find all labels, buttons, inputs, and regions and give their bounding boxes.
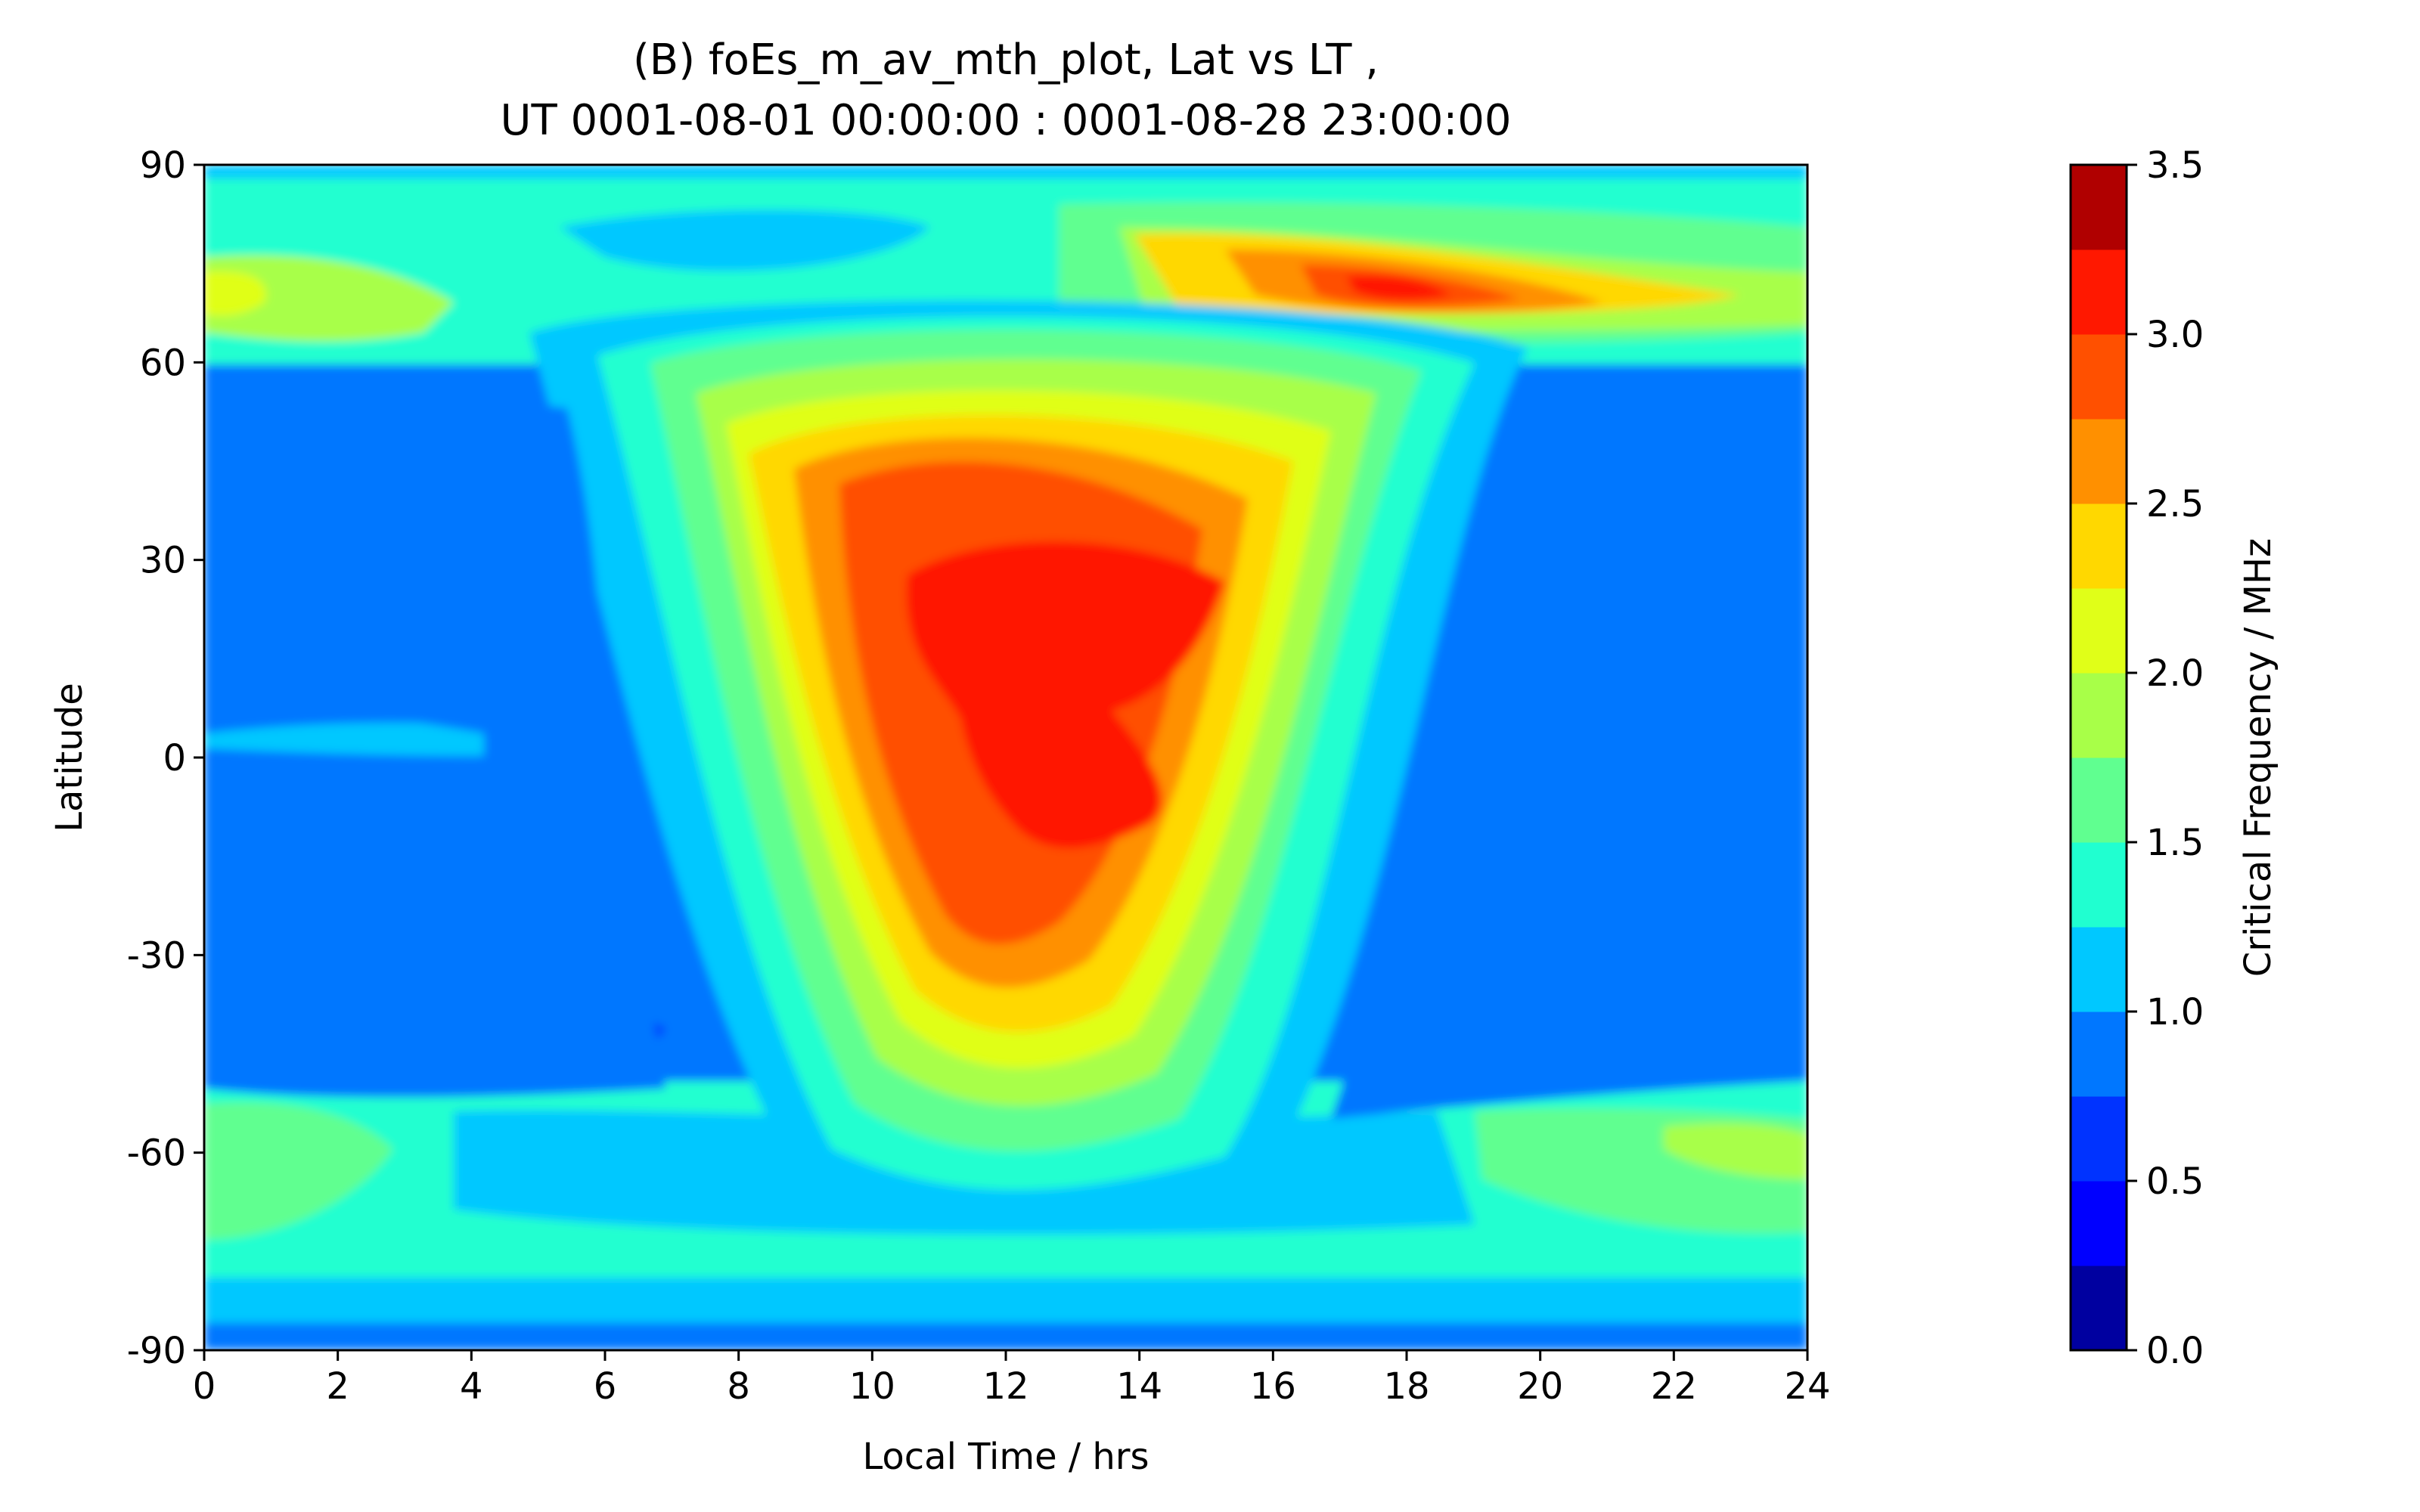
y-tick-label: -90 [127,1330,186,1372]
contour-band [204,1102,393,1240]
colorbar-segment [2071,419,2127,504]
contour-band [204,271,266,316]
contour-band [1573,609,1807,748]
colorbar-segment [2071,758,2127,843]
chart-title-line2: UT 0001-08-01 00:00:00 : 0001-08-28 23:0… [501,96,1512,145]
contour-band [204,255,454,342]
x-tick-label: 24 [1784,1365,1830,1408]
colorbar-tick-label: 2.0 [2146,652,2204,695]
y-axis: 90 60 30 0 -30 -60 -90 [127,144,204,1372]
chart-title-line1: (B) foEs_m_av_mth_plot, Lat vs LT , [633,36,1379,85]
colorbar-segment [2071,1096,2127,1182]
y-tick-label: -60 [127,1132,186,1175]
contour-band [204,720,666,1098]
colorbar-segment [2071,1266,2127,1351]
contour-band [204,165,1807,178]
colorbar-frame [2069,163,2128,1352]
x-tick-label: 0 [193,1365,216,1408]
y-axis-label: Latitude [48,683,91,832]
colorbar-label: Critical Frequency / MHz [2237,538,2279,978]
contour-band [204,1278,1807,1323]
colorbar-tick-label: 2.5 [2146,483,2204,525]
x-tick-label: 16 [1250,1365,1296,1408]
contour-band [560,209,930,271]
x-tick-label: 8 [727,1365,750,1408]
x-tick-label: 6 [594,1365,617,1408]
x-tick-label: 18 [1383,1365,1429,1408]
colorbar-tick-label: 3.0 [2146,314,2204,356]
y-tick-label: 60 [140,342,186,384]
contour-band [1331,745,1807,1119]
colorbar-segment [2071,165,2127,250]
colorbar-segment [2071,1012,2127,1097]
contour-band [906,541,1225,849]
y-tick-label: 30 [140,540,186,582]
colorbar-tick-label: 1.0 [2146,991,2204,1033]
colorbar-tick-label: 3.5 [2146,144,2204,187]
x-tick-label: 2 [326,1365,349,1408]
x-tick-label: 14 [1116,1365,1162,1408]
contour-field [204,165,1807,1350]
colorbar-segment [2071,927,2127,1012]
x-tick-label: 20 [1517,1365,1563,1408]
contour-band [1664,1123,1807,1179]
y-tick-label: 0 [163,737,186,779]
colorbar-tick-label: 0.0 [2146,1330,2204,1372]
x-axis-label: Local Time / hrs [863,1436,1150,1478]
colorbar-segment [2071,249,2127,335]
colorbar-segment [2071,588,2127,674]
x-axis: 0 2 4 6 8 10 12 14 16 18 20 22 24 [193,1350,1831,1408]
x-tick-label: 12 [982,1365,1028,1408]
contour-band [204,388,605,741]
colorbar: 0.0 0.5 1.0 1.5 2.0 2.5 3.0 3.5 [2069,144,2204,1372]
colorbar-tick-label: 1.5 [2146,822,2204,864]
contour-band [1346,274,1452,300]
colorbar-segment [2071,334,2127,420]
colorbar-segment [2071,842,2127,928]
y-tick-label: -30 [127,934,186,977]
contour-band [204,1323,1807,1350]
colorbar-segment [2071,503,2127,589]
x-tick-label: 10 [849,1365,895,1408]
x-tick-label: 22 [1651,1365,1697,1408]
colorbar-tick-label: 0.5 [2146,1160,2204,1203]
colorbar-segment [2071,1181,2127,1266]
contour-band [1531,392,1807,514]
x-tick-label: 4 [460,1365,483,1408]
colorbar-segment [2071,673,2127,758]
y-tick-label: 90 [140,144,186,187]
